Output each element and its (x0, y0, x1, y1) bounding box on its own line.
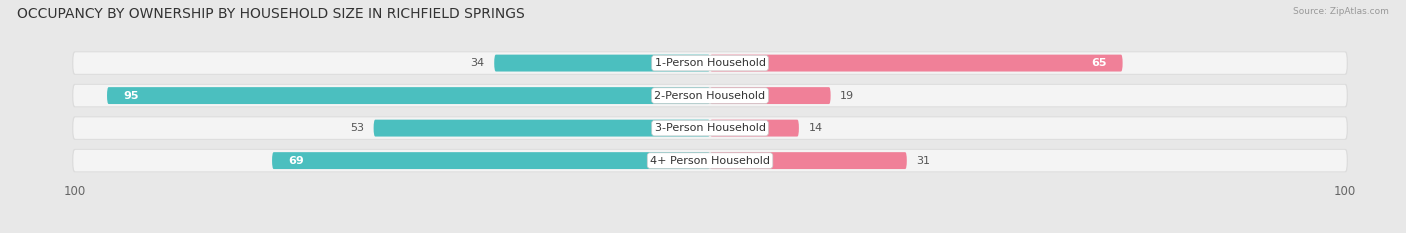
Text: 1-Person Household: 1-Person Household (655, 58, 765, 68)
Text: 2-Person Household: 2-Person Household (654, 91, 766, 101)
Text: 14: 14 (808, 123, 823, 133)
FancyBboxPatch shape (73, 150, 1347, 171)
FancyBboxPatch shape (710, 152, 907, 169)
Text: 65: 65 (1091, 58, 1107, 68)
FancyBboxPatch shape (73, 117, 1347, 139)
Text: OCCUPANCY BY OWNERSHIP BY HOUSEHOLD SIZE IN RICHFIELD SPRINGS: OCCUPANCY BY OWNERSHIP BY HOUSEHOLD SIZE… (17, 7, 524, 21)
Text: 4+ Person Household: 4+ Person Household (650, 156, 770, 166)
FancyBboxPatch shape (72, 149, 1348, 172)
Text: 95: 95 (122, 91, 138, 101)
FancyBboxPatch shape (73, 52, 1347, 74)
Text: 53: 53 (350, 123, 364, 133)
FancyBboxPatch shape (710, 87, 831, 104)
FancyBboxPatch shape (107, 87, 710, 104)
FancyBboxPatch shape (271, 152, 710, 169)
Text: 34: 34 (471, 58, 485, 68)
Text: 19: 19 (841, 91, 855, 101)
FancyBboxPatch shape (710, 120, 799, 137)
Text: Source: ZipAtlas.com: Source: ZipAtlas.com (1294, 7, 1389, 16)
FancyBboxPatch shape (495, 55, 710, 72)
FancyBboxPatch shape (72, 84, 1348, 107)
FancyBboxPatch shape (374, 120, 710, 137)
Text: 31: 31 (917, 156, 931, 166)
Text: 69: 69 (288, 156, 304, 166)
Text: 3-Person Household: 3-Person Household (655, 123, 765, 133)
FancyBboxPatch shape (710, 55, 1122, 72)
FancyBboxPatch shape (73, 85, 1347, 106)
FancyBboxPatch shape (72, 51, 1348, 75)
FancyBboxPatch shape (72, 116, 1348, 140)
